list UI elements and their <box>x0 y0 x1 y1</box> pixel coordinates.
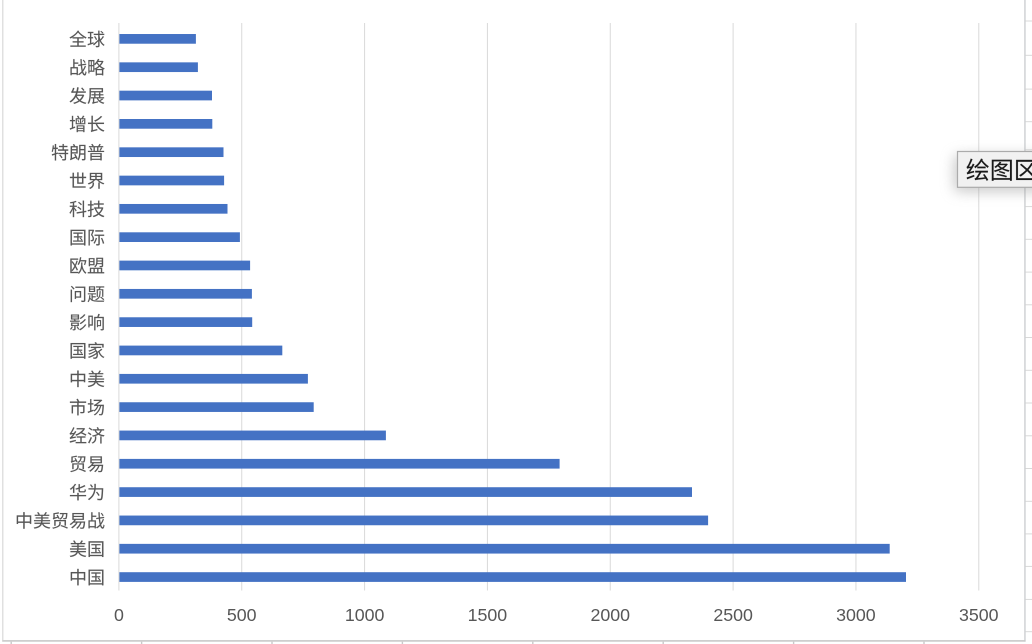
svg-text:0: 0 <box>114 605 124 625</box>
svg-text:3500: 3500 <box>959 605 999 625</box>
svg-text:1000: 1000 <box>345 605 385 625</box>
svg-text:500: 500 <box>227 605 257 625</box>
svg-text:2000: 2000 <box>591 605 631 625</box>
svg-text:3000: 3000 <box>836 605 876 625</box>
svg-text:1500: 1500 <box>468 605 508 625</box>
svg-text:2500: 2500 <box>713 605 753 625</box>
